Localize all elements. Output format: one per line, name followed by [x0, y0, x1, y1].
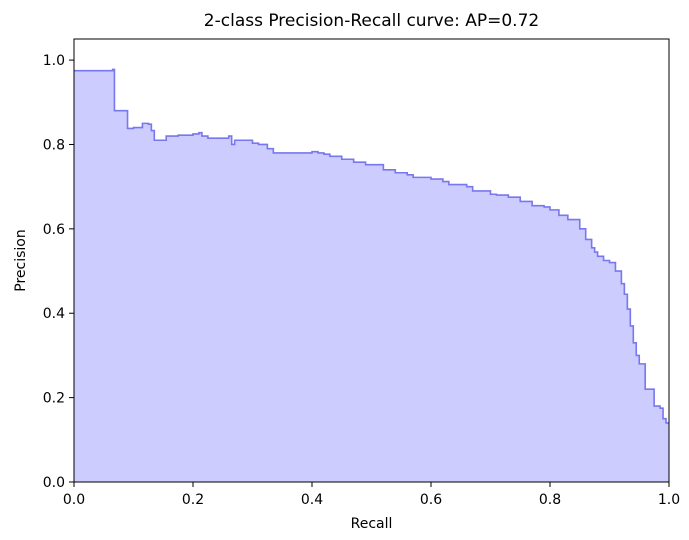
x-tick-label: 0.4: [301, 492, 323, 508]
precision-recall-area: [74, 69, 669, 482]
x-tick-label: 0.2: [182, 492, 204, 508]
plot-area-frame: [73, 38, 670, 483]
y-tick-label: 0.6: [43, 222, 65, 238]
y-axis-label: Precision: [13, 229, 29, 291]
x-tick-label: 1.0: [658, 492, 680, 508]
y-tick-label: 0.8: [43, 137, 65, 153]
x-tick-label: 0.6: [420, 492, 442, 508]
y-tick-label: 1.0: [43, 53, 65, 69]
precision-recall-line: [74, 68, 669, 424]
x-tick-label: 0.8: [539, 492, 561, 508]
y-tick-label: 0.4: [43, 306, 65, 322]
y-tick-label: 0.2: [43, 391, 65, 407]
y-tick-label: 0.0: [43, 475, 65, 491]
chart-title: 2-class Precision-Recall curve: AP=0.72: [204, 11, 539, 31]
x-tick-label: 0.0: [63, 492, 85, 508]
x-axis: 0.0 0.2 0.4 0.6 0.8 1.0: [63, 482, 680, 508]
x-axis-label: Recall: [351, 516, 393, 532]
y-axis: 0.0 0.2 0.4 0.6 0.8 1.0: [43, 53, 74, 491]
